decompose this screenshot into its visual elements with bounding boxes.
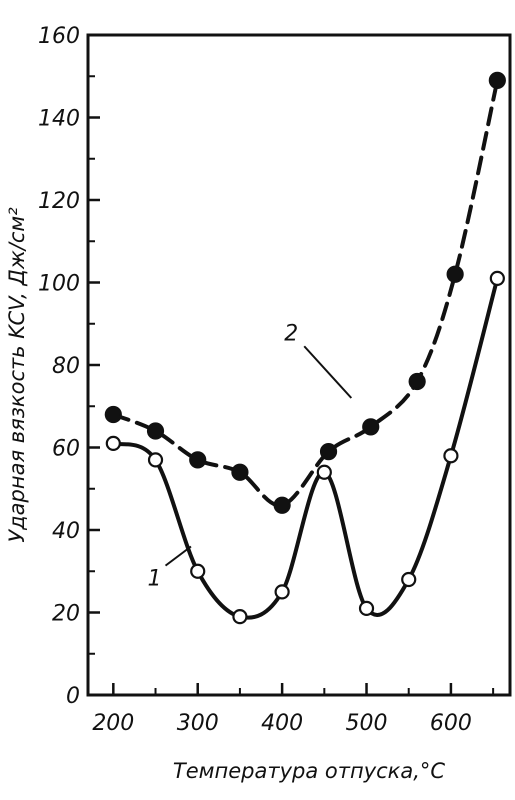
x-axis-title: Температура отпуска,°C [173,759,445,783]
series-1-point [274,584,290,600]
x-tick-label: 300 [177,711,219,736]
data-markers [104,71,506,625]
series-1-point [401,571,417,588]
curve-annotations: 12 [148,321,353,592]
series-2-point [319,443,338,461]
series-2-point [362,418,380,436]
series-1-point [358,600,375,616]
series-1-point [147,452,164,468]
series-2-point [189,451,207,469]
series-1-point [489,270,505,286]
y-tick-label: 80 [52,354,80,379]
series-1-leader [164,545,192,567]
series-1-point [105,435,121,451]
y-tick-label: 20 [52,602,80,627]
x-tick-label: 200 [92,711,134,736]
series-2-point [104,405,122,424]
y-tick-label: 40 [52,519,80,544]
y-tick-label: 160 [38,24,80,49]
series-1-point [190,563,206,579]
y-tick-label: 120 [38,189,80,214]
series-1-point [316,464,332,480]
curves [111,78,500,620]
series-1-label: 1 [148,567,162,592]
x-tick-label: 500 [346,711,388,736]
series-2-point [446,265,464,283]
series-2-leader [303,345,353,399]
y-tick-label: 0 [66,684,80,709]
series-2-point [408,372,426,391]
series-2-point [488,71,506,89]
x-tick-label: 400 [261,711,303,736]
x-tick-label: 600 [430,711,472,736]
series-2-point [231,463,249,481]
y-tick-label: 140 [38,107,80,132]
series-2-point [273,496,291,514]
tick-labels: 200 300 400 500 600 0 20 40 60 80 100 120 140 160 [38,24,472,736]
y-axis-title: Ударная вязкость KCV, Дж/см² [5,207,29,543]
axis-ticks [88,33,495,697]
y-tick-label: 60 [52,437,80,462]
series-2-label: 2 [284,321,298,346]
series-1-point [443,448,459,464]
series-1-point [232,609,248,625]
plot-frame [86,33,512,697]
series-2-point [146,422,165,440]
series-2-line [111,78,500,508]
y-tick-label: 100 [38,272,80,297]
